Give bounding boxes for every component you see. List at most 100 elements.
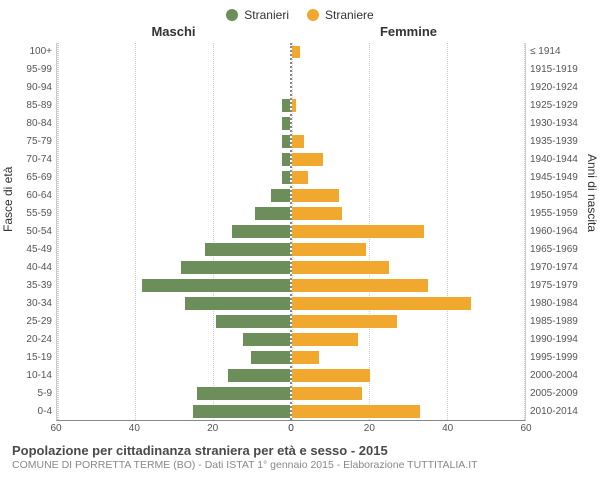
bar-row-female <box>292 240 525 258</box>
yaxis-left-tick: 80-84 <box>26 115 52 133</box>
yaxis-right-tick: 1995-1999 <box>530 349 578 367</box>
yaxis-left-tick: 30-34 <box>26 295 52 313</box>
bar-female <box>292 351 319 364</box>
yaxis-left-tick: 65-69 <box>26 169 52 187</box>
bar-male <box>271 189 290 202</box>
bar-row-male <box>57 205 290 223</box>
xaxis-tick: 20 <box>364 423 375 434</box>
bar-row-male <box>57 115 290 133</box>
yaxis-right-tick: 1960-1964 <box>530 223 578 241</box>
yaxis-left-title: Fasce di età <box>1 167 15 232</box>
bars-males <box>57 43 292 420</box>
bar-row-female <box>292 276 525 294</box>
yaxis-right-tick: 1925-1929 <box>530 97 578 115</box>
bar-female <box>292 369 370 382</box>
bar-row-female <box>292 294 525 312</box>
bar-row-male <box>57 294 290 312</box>
bar-row-male <box>57 276 290 294</box>
header-females: Femmine <box>291 24 526 39</box>
legend-label-males: Stranieri <box>244 8 289 22</box>
bar-male <box>282 171 290 184</box>
yaxis-right-tick: 1930-1934 <box>530 115 578 133</box>
bar-male <box>197 387 290 400</box>
bar-male <box>282 99 290 112</box>
bar-male <box>216 315 290 328</box>
bar-female <box>292 153 323 166</box>
bar-row-male <box>57 366 290 384</box>
legend-swatch-females <box>307 9 319 21</box>
bar-female <box>292 405 420 418</box>
yaxis-left-tick: 50-54 <box>26 223 52 241</box>
yaxis-left-tick: 90-94 <box>26 79 52 97</box>
legend-item-females: Straniere <box>307 8 374 22</box>
bar-male <box>282 135 290 148</box>
bar-female <box>292 387 362 400</box>
yaxis-right-tick: 2000-2004 <box>530 367 578 385</box>
xaxis-tick: 40 <box>129 423 140 434</box>
yaxis-left-tick: 55-59 <box>26 205 52 223</box>
bars-females <box>292 43 525 420</box>
bar-female <box>292 135 304 148</box>
bar-row-female <box>292 223 525 241</box>
bars-area <box>56 43 526 421</box>
header-males: Maschi <box>56 24 291 39</box>
xaxis: 6040200 0204060 <box>10 423 590 437</box>
bar-row-male <box>57 169 290 187</box>
bar-row-male <box>57 240 290 258</box>
plot-area: Fasce di età Anni di nascita 100+95-9990… <box>10 43 590 421</box>
bar-row-female <box>292 205 525 223</box>
legend-item-males: Stranieri <box>226 8 289 22</box>
bar-female <box>292 46 300 59</box>
bar-row-female <box>292 43 525 61</box>
bar-female <box>292 99 296 112</box>
yaxis-left-tick: 15-19 <box>26 349 52 367</box>
bar-row-female <box>292 312 525 330</box>
legend-swatch-males <box>226 9 238 21</box>
bar-row-female <box>292 151 525 169</box>
bar-row-female <box>292 348 525 366</box>
chart-title: Popolazione per cittadinanza straniera p… <box>12 443 588 458</box>
bar-female <box>292 225 424 238</box>
bar-row-female <box>292 79 525 97</box>
bar-row-male <box>57 258 290 276</box>
yaxis-right-tick: 1945-1949 <box>530 169 578 187</box>
bar-male <box>232 225 290 238</box>
bar-male <box>205 243 290 256</box>
bar-row-female <box>292 61 525 79</box>
xaxis-tick: 60 <box>50 423 61 434</box>
xaxis-tick: 20 <box>207 423 218 434</box>
bar-female <box>292 207 342 220</box>
bar-female <box>292 333 358 346</box>
bar-row-male <box>57 402 290 420</box>
bar-row-male <box>57 61 290 79</box>
bar-female <box>292 279 428 292</box>
yaxis-left-tick: 10-14 <box>26 367 52 385</box>
yaxis-right-title: Anni di nascita <box>585 154 599 232</box>
yaxis-right-tick: 1970-1974 <box>530 259 578 277</box>
bar-male <box>243 333 290 346</box>
bar-row-male <box>57 151 290 169</box>
bar-row-male <box>57 133 290 151</box>
xaxis-tick: 0 <box>288 423 294 434</box>
yaxis-left-tick: 45-49 <box>26 241 52 259</box>
chart-subtitle: COMUNE DI PORRETTA TERME (BO) - Dati IST… <box>12 459 588 471</box>
bar-male <box>228 369 290 382</box>
bar-row-male <box>57 384 290 402</box>
yaxis-left-tick: 5-9 <box>38 385 52 403</box>
yaxis-left-tick: 60-64 <box>26 187 52 205</box>
bar-row-female <box>292 169 525 187</box>
yaxis-right-tick: 1915-1919 <box>530 61 578 79</box>
yaxis-left-tick: 35-39 <box>26 277 52 295</box>
bar-row-male <box>57 223 290 241</box>
bar-male <box>251 351 290 364</box>
yaxis-right: ≤ 19141915-19191920-19241925-19291930-19… <box>526 43 590 421</box>
yaxis-right-tick: 1980-1984 <box>530 295 578 313</box>
bar-row-female <box>292 133 525 151</box>
bar-male <box>282 117 290 130</box>
bar-row-male <box>57 348 290 366</box>
yaxis-left-tick: 20-24 <box>26 331 52 349</box>
legend: Stranieri Straniere <box>10 8 590 22</box>
yaxis-left-tick: 70-74 <box>26 151 52 169</box>
bar-row-male <box>57 97 290 115</box>
yaxis-right-tick: 1965-1969 <box>530 241 578 259</box>
